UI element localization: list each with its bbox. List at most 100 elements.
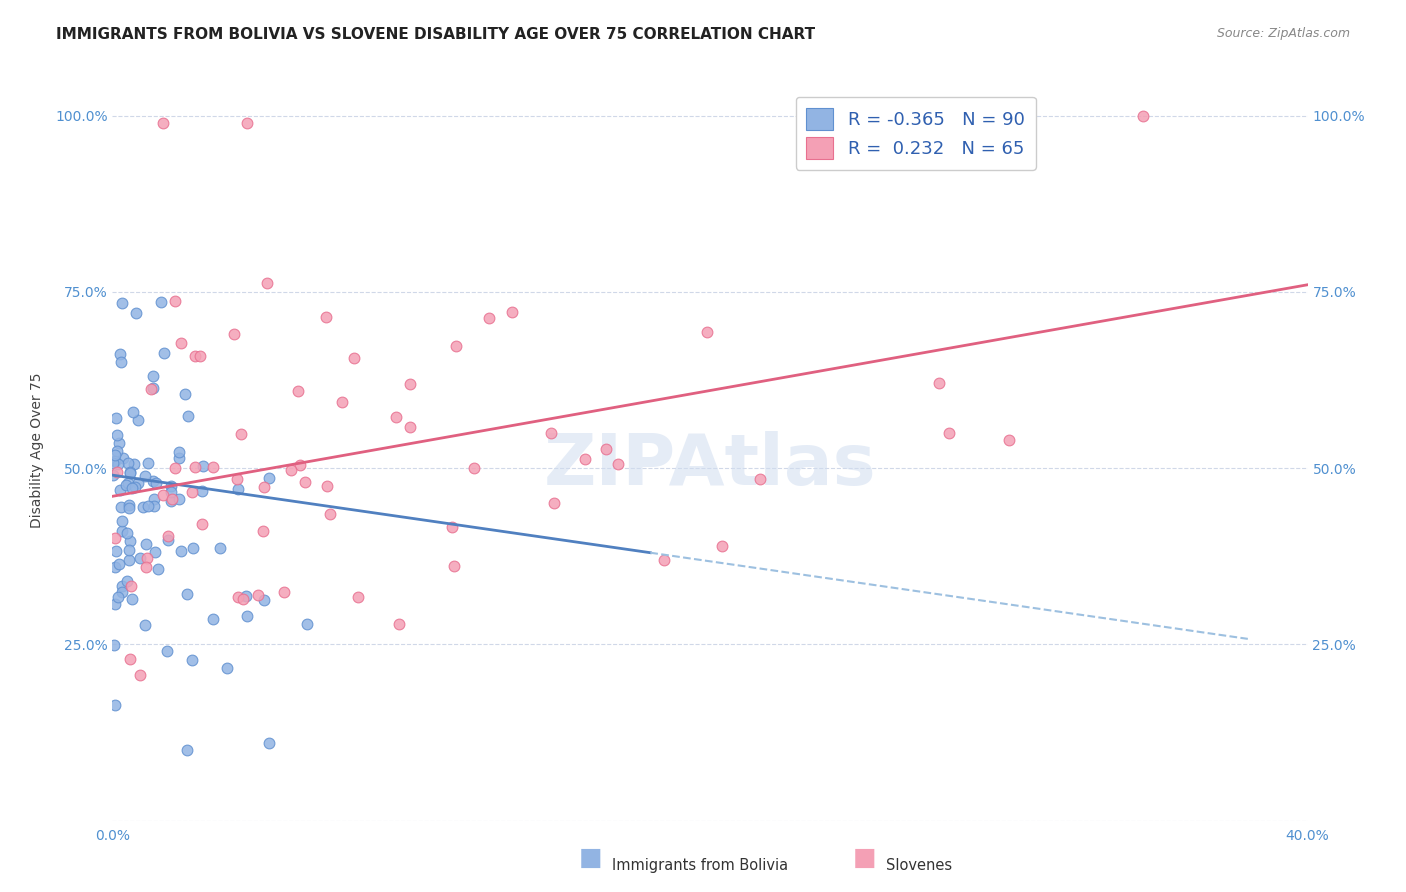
- Point: [501, 305, 523, 319]
- Point: [127, 413, 149, 427]
- Point: [136, 499, 159, 513]
- Point: [399, 377, 422, 392]
- Point: [273, 584, 295, 599]
- Point: [257, 471, 280, 485]
- Point: [104, 597, 127, 611]
- Point: [142, 381, 165, 395]
- Point: [107, 457, 129, 471]
- Point: [443, 559, 465, 574]
- Point: [998, 433, 1021, 447]
- Point: [232, 591, 254, 606]
- Point: [252, 524, 274, 538]
- Point: [294, 475, 316, 489]
- Point: [1132, 109, 1154, 123]
- Point: [236, 609, 259, 624]
- Point: [463, 460, 485, 475]
- Point: [156, 643, 179, 657]
- Point: [256, 276, 278, 290]
- Point: [108, 483, 131, 497]
- Text: Slovenes: Slovenes: [886, 858, 952, 872]
- Point: [215, 661, 238, 675]
- Point: [226, 483, 249, 497]
- Point: [101, 456, 124, 470]
- Text: Immigrants from Bolivia: Immigrants from Bolivia: [612, 858, 787, 872]
- Point: [152, 115, 174, 129]
- Point: [111, 514, 134, 528]
- Point: [117, 457, 139, 471]
- Point: [136, 456, 159, 470]
- Point: [252, 593, 274, 607]
- Point: [142, 492, 165, 507]
- Point: [181, 541, 204, 555]
- Point: [121, 591, 143, 606]
- Point: [253, 480, 276, 494]
- Point: [108, 347, 131, 361]
- Point: [184, 349, 207, 363]
- Point: [146, 562, 169, 576]
- Point: [280, 463, 302, 477]
- Point: [711, 539, 734, 553]
- Point: [749, 472, 772, 486]
- Point: [105, 428, 128, 442]
- Point: [543, 496, 565, 510]
- Point: [388, 616, 411, 631]
- Point: [440, 520, 463, 534]
- Point: [595, 442, 617, 456]
- Point: [110, 524, 132, 539]
- Text: ZIPAtlas: ZIPAtlas: [544, 431, 876, 500]
- Point: [191, 516, 214, 531]
- Point: [652, 553, 675, 567]
- Point: [110, 500, 132, 514]
- Point: [315, 479, 337, 493]
- Point: [167, 492, 190, 507]
- Point: [315, 310, 337, 324]
- Point: [118, 499, 141, 513]
- Point: [607, 458, 630, 472]
- Point: [143, 500, 166, 514]
- Point: [103, 560, 125, 574]
- Point: [128, 667, 150, 681]
- Point: [141, 382, 163, 396]
- Point: [343, 351, 366, 366]
- Text: Source: ZipAtlas.com: Source: ZipAtlas.com: [1216, 27, 1350, 40]
- Y-axis label: Disability Age Over 75: Disability Age Over 75: [30, 373, 44, 528]
- Point: [170, 336, 193, 351]
- Point: [110, 355, 132, 369]
- Point: [111, 585, 134, 599]
- Point: [120, 466, 142, 480]
- Point: [247, 588, 270, 602]
- Point: [398, 420, 420, 434]
- Point: [938, 425, 960, 440]
- Point: [236, 115, 259, 129]
- Point: [117, 574, 139, 588]
- Point: [104, 531, 127, 545]
- Point: [160, 479, 183, 493]
- Point: [209, 541, 232, 555]
- Point: [132, 500, 155, 514]
- Point: [103, 467, 125, 482]
- Point: [108, 435, 131, 450]
- Point: [174, 387, 197, 401]
- Point: [290, 458, 312, 473]
- Point: [135, 559, 157, 574]
- Point: [104, 698, 127, 713]
- Point: [163, 294, 186, 309]
- Point: [122, 405, 145, 419]
- Point: [235, 590, 257, 604]
- Point: [385, 409, 408, 424]
- Point: [183, 459, 205, 474]
- Legend: R = -0.365   N = 90, R =  0.232   N = 65: R = -0.365 N = 90, R = 0.232 N = 65: [796, 96, 1036, 169]
- Point: [150, 295, 173, 310]
- Point: [156, 529, 179, 543]
- Point: [135, 537, 157, 551]
- Point: [176, 743, 198, 757]
- Point: [153, 346, 176, 360]
- Point: [108, 557, 131, 571]
- Point: [540, 425, 562, 440]
- Point: [347, 590, 370, 604]
- Text: ■: ■: [853, 847, 876, 871]
- Point: [229, 427, 252, 442]
- Point: [128, 550, 150, 565]
- Point: [156, 533, 179, 547]
- Point: [152, 488, 174, 502]
